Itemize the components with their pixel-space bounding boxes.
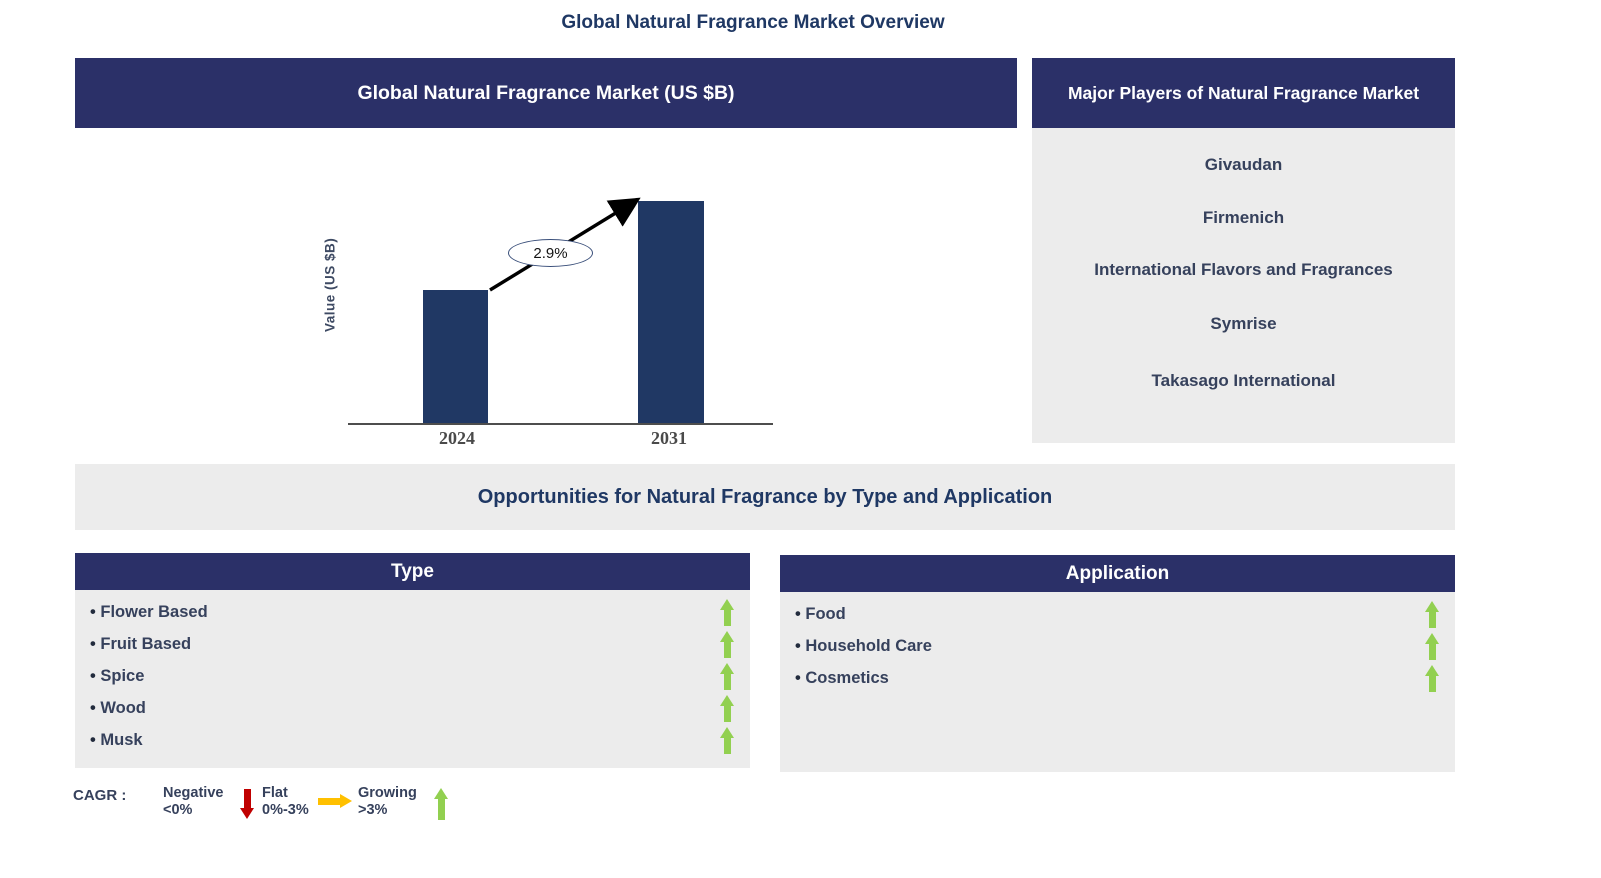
legend-range: 0%-3% xyxy=(262,802,309,818)
major-players-list: Givaudan Firmenich International Flavors… xyxy=(1032,128,1455,443)
legend-entry-flat: Flat 0%-3% xyxy=(262,785,309,819)
application-item-row: Cosmetics xyxy=(795,662,1440,694)
major-players-header: Major Players of Natural Fragrance Marke… xyxy=(1032,58,1455,128)
cagr-value: 2.9% xyxy=(533,244,568,262)
application-panel: Application Food Household Care Cosmetic… xyxy=(780,555,1455,772)
legend-range: <0% xyxy=(163,802,193,818)
major-players-panel: Major Players of Natural Fragrance Marke… xyxy=(1032,58,1455,443)
player-name: Symrise xyxy=(1210,314,1277,333)
type-item-label: Fruit Based xyxy=(90,635,191,654)
up-arrow-icon xyxy=(720,598,735,626)
market-bar-chart: Value (US $B) 2024 2031 2.9% xyxy=(75,128,1017,448)
application-item-label: Cosmetics xyxy=(795,669,888,688)
market-chart-panel: Global Natural Fragrance Market (US $B) … xyxy=(75,58,1017,448)
bar-2031 xyxy=(638,201,704,423)
up-arrow-icon xyxy=(1425,600,1440,628)
x-tick-2024: 2024 xyxy=(439,428,475,448)
player-name: International Flavors and Fragrances xyxy=(1094,260,1393,279)
legend-label: Negative xyxy=(163,785,224,801)
type-panel: Type Flower Based Fruit Based Spice Wood… xyxy=(75,553,750,768)
type-item-row: Flower Based xyxy=(90,596,735,628)
application-panel-header: Application xyxy=(780,555,1455,592)
right-arrow-icon xyxy=(318,794,352,809)
type-item-label: Musk xyxy=(90,731,142,750)
page-title: Global Natural Fragrance Market Overview xyxy=(561,12,945,33)
down-arrow-icon xyxy=(240,789,255,819)
type-item-row: Musk xyxy=(90,724,735,756)
x-axis-line xyxy=(348,423,773,425)
y-axis-label: Value (US $B) xyxy=(322,237,338,333)
legend-entry-negative: Negative <0% xyxy=(163,785,223,819)
legend-label: Growing xyxy=(358,785,417,801)
legend-entry-growing: Growing >3% xyxy=(358,785,417,819)
type-item-row: Fruit Based xyxy=(90,628,735,660)
cagr-legend-prefix: CAGR : xyxy=(73,787,127,804)
type-item-row: Spice xyxy=(90,660,735,692)
application-item-label: Household Care xyxy=(795,637,932,656)
cagr-legend: CAGR : Negative <0% Flat 0%-3% Growing >… xyxy=(73,785,493,830)
up-arrow-icon xyxy=(720,694,735,722)
up-arrow-icon xyxy=(720,630,735,658)
cagr-ellipse-badge: 2.9% xyxy=(508,239,593,267)
application-item-row: Food xyxy=(795,598,1440,630)
up-arrow-icon xyxy=(434,788,449,820)
opportunities-banner: Opportunities for Natural Fragrance by T… xyxy=(75,464,1455,530)
up-arrow-icon xyxy=(720,662,735,690)
bar-2024 xyxy=(423,290,488,423)
x-tick-2031: 2031 xyxy=(651,428,687,448)
player-name: Takasago International xyxy=(1151,371,1336,390)
player-name: Firmenich xyxy=(1202,208,1285,227)
type-items-list: Flower Based Fruit Based Spice Wood Musk xyxy=(75,590,750,768)
up-arrow-icon xyxy=(1425,664,1440,692)
up-arrow-icon xyxy=(1425,632,1440,660)
type-panel-header: Type xyxy=(75,553,750,590)
up-arrow-icon xyxy=(720,726,735,754)
player-name: Givaudan xyxy=(1204,155,1283,174)
market-chart-header: Global Natural Fragrance Market (US $B) xyxy=(75,58,1017,128)
type-item-label: Flower Based xyxy=(90,603,207,622)
legend-range: >3% xyxy=(358,802,388,818)
application-item-row: Household Care xyxy=(795,630,1440,662)
application-items-list: Food Household Care Cosmetics xyxy=(780,592,1455,772)
type-item-row: Wood xyxy=(90,692,735,724)
type-item-label: Wood xyxy=(90,699,146,718)
legend-label: Flat xyxy=(262,785,288,801)
application-item-label: Food xyxy=(795,605,845,624)
type-item-label: Spice xyxy=(90,667,144,686)
